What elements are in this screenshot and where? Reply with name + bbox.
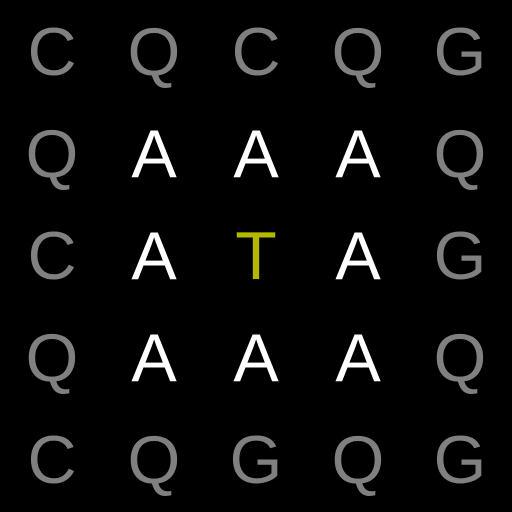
grid-cell-r0-c4: G <box>433 14 487 90</box>
grid-cell-r1-c2: A <box>233 116 279 192</box>
grid-cell-r0-c3: Q <box>331 14 385 90</box>
grid-cell-r4-c4: G <box>433 422 487 498</box>
grid-cell-r0-c2: C <box>231 14 281 90</box>
grid-cell-r4-c3: Q <box>331 422 385 498</box>
grid-cell-r1-c1: A <box>131 116 177 192</box>
grid-cell-r1-c0: Q <box>25 116 79 192</box>
grid-cell-r4-c2: G <box>229 422 283 498</box>
grid-cell-r4-c0: C <box>27 422 77 498</box>
grid-cell-r3-c1: A <box>131 320 177 396</box>
grid-cell-r3-c4: Q <box>433 320 487 396</box>
grid-cell-r1-c4: Q <box>433 116 487 192</box>
grid-cell-r3-c2: A <box>233 320 279 396</box>
grid-cell-r2-c1: A <box>131 218 177 294</box>
grid-cell-r0-c1: Q <box>127 14 181 90</box>
grid-cell-r2-c4: G <box>433 218 487 294</box>
grid-cell-r2-c3: A <box>335 218 381 294</box>
grid-cell-r4-c1: Q <box>127 422 181 498</box>
grid-cell-r2-c2: T <box>235 218 277 294</box>
grid-cell-r3-c3: A <box>335 320 381 396</box>
grid-cell-r0-c0: C <box>27 14 77 90</box>
grid-cell-r1-c3: A <box>335 116 381 192</box>
grid-cell-r2-c0: C <box>27 218 77 294</box>
grid-cell-r3-c0: Q <box>25 320 79 396</box>
